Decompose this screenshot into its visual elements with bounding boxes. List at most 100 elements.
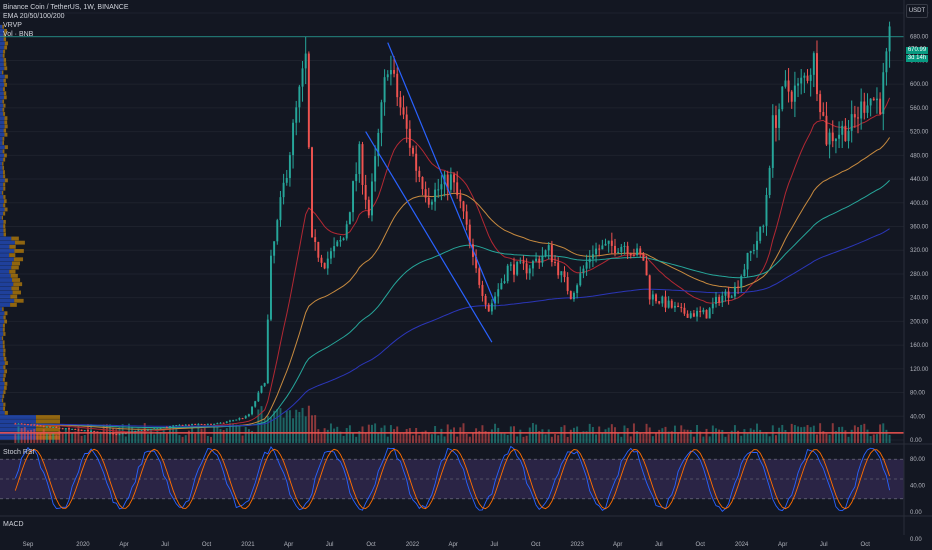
volume-bar <box>131 426 134 443</box>
candle-body <box>617 251 620 253</box>
currency-button[interactable]: USDT <box>906 4 928 18</box>
volume-bar <box>626 428 629 443</box>
volume-bar <box>323 428 326 443</box>
profile-bar-buy <box>0 249 15 253</box>
candle-body <box>71 428 74 430</box>
profile-bar-sell <box>3 224 6 228</box>
profile-bar-buy <box>0 253 10 258</box>
profile-bar-buy <box>0 136 3 141</box>
volume-bar <box>370 424 373 443</box>
y-tick-label: 80.00 <box>910 391 926 397</box>
x-tick-label: Oct <box>202 542 212 548</box>
volume-bar <box>453 427 456 443</box>
volume-bar <box>648 427 651 443</box>
ema-50-line <box>31 137 891 430</box>
candle-body <box>629 253 632 255</box>
volume-bar <box>345 428 348 443</box>
candle-body <box>393 70 396 74</box>
profile-bar-sell <box>3 203 6 208</box>
profile-bar-buy <box>0 298 15 303</box>
volume-bar <box>778 427 781 443</box>
profile-bar-sell <box>4 95 7 100</box>
volume-bar <box>181 436 184 443</box>
volume-bar <box>443 436 446 443</box>
profile-bar-buy <box>0 132 5 137</box>
volume-bar <box>800 427 803 443</box>
volume-bar <box>711 425 714 443</box>
candle-body <box>550 245 553 263</box>
volume-bar <box>699 431 702 443</box>
candle-body <box>412 147 414 154</box>
x-tick-label: Oct <box>531 542 541 548</box>
symbol-title[interactable]: Binance Coin / TetherUS, 1W, BINANCE <box>3 4 129 11</box>
volume-bar <box>509 426 512 443</box>
candle-body <box>838 134 841 139</box>
candle-body <box>134 430 137 432</box>
candle-body <box>418 170 421 177</box>
candle-body <box>64 428 67 430</box>
volume-bar <box>45 433 48 443</box>
volume-bar <box>140 431 143 443</box>
stoch-rsi-label[interactable]: Stoch RSI <box>3 449 35 456</box>
candle-body <box>538 258 541 263</box>
volume-bar <box>74 431 77 443</box>
volume-bar <box>740 435 743 443</box>
profile-bar-sell <box>4 41 8 46</box>
volume-bar <box>784 429 787 443</box>
profile-bar-buy <box>0 170 3 175</box>
ema-100-line <box>31 180 890 429</box>
macd-label[interactable]: MACD <box>3 521 24 528</box>
stoch-rsi-pane <box>0 443 932 517</box>
x-tick-label: Jul <box>326 542 334 548</box>
profile-bar-buy <box>0 37 4 42</box>
candle-body <box>178 424 181 426</box>
candle-body <box>225 421 228 423</box>
profile-bar-sell <box>3 182 6 187</box>
x-tick-label: Oct <box>696 542 706 548</box>
x-tick-label: Oct <box>366 542 376 548</box>
candle-body <box>765 194 768 226</box>
volume-bar <box>285 410 288 443</box>
profile-bar-sell <box>36 419 60 424</box>
vrvp-indicator-label[interactable]: VRVP <box>3 22 22 29</box>
volume-indicator-label[interactable]: Vol · BNB <box>3 31 34 38</box>
candle-body <box>386 74 389 78</box>
profile-bar-buy <box>0 352 4 357</box>
volume-bar <box>430 434 433 443</box>
candle-body <box>563 271 566 278</box>
candle-body <box>402 107 405 115</box>
ema-lines <box>31 97 891 433</box>
volume-bar <box>715 428 717 443</box>
candle-body <box>560 271 563 276</box>
candle-body <box>74 428 77 430</box>
volume-bar <box>475 428 478 443</box>
profile-bar-sell <box>10 273 18 278</box>
volume-bar <box>424 430 427 443</box>
profile-bar-sell <box>3 78 6 83</box>
profile-bar-sell <box>3 406 6 411</box>
candle-body <box>494 296 497 304</box>
volume-bar <box>355 436 358 443</box>
y-tick-label: 160.00 <box>910 343 929 349</box>
profile-bar-buy <box>0 82 5 87</box>
candle-body <box>500 283 503 290</box>
candle-body <box>361 144 364 185</box>
candle-body <box>342 238 345 240</box>
profile-bar-sell <box>11 265 19 270</box>
candle-body <box>307 53 310 148</box>
profile-bar-buy <box>0 257 14 262</box>
profile-bar-sell <box>14 249 24 253</box>
profile-bar-sell <box>14 240 25 245</box>
profile-bar-sell <box>3 33 6 38</box>
profile-bar-buy <box>0 74 5 79</box>
volume-bar <box>320 433 323 443</box>
volume-bar <box>58 431 61 443</box>
ema-indicator-label[interactable]: EMA 20/50/100/200 <box>3 13 65 20</box>
volume-bar <box>541 429 544 443</box>
volume-bar <box>809 427 812 443</box>
profile-bar-buy <box>0 141 3 145</box>
volume-bar <box>30 429 33 443</box>
ema-200-line <box>31 228 890 427</box>
profile-bar-buy <box>0 240 15 245</box>
